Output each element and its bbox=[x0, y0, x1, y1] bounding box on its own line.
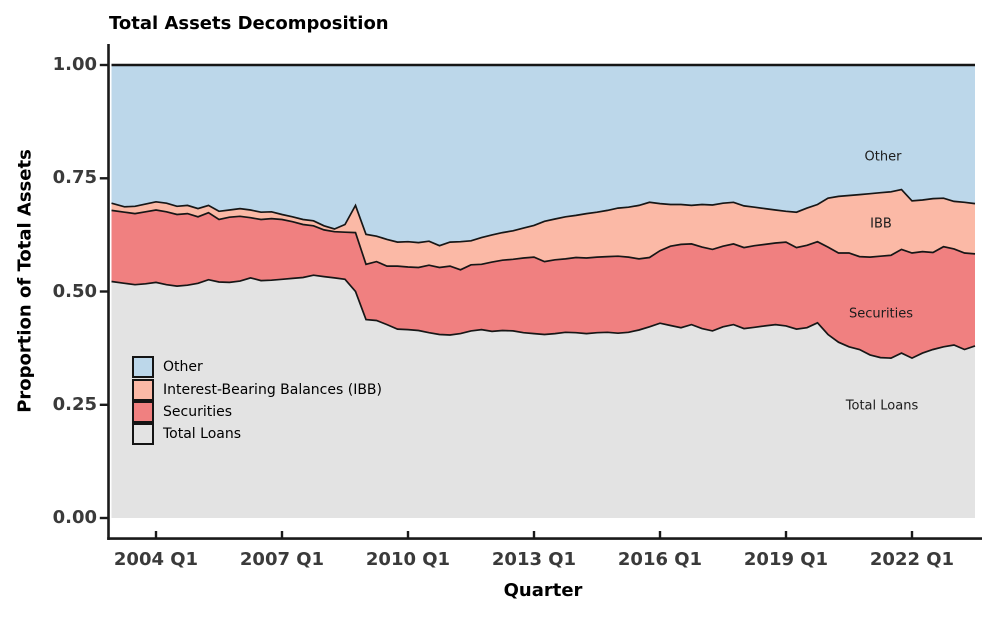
legend-label: Interest-Bearing Balances (IBB) bbox=[163, 381, 382, 398]
annotation-ibb: IBB bbox=[870, 216, 892, 232]
x-axis-label: Quarter bbox=[503, 580, 583, 601]
y-tick-label: 0.00 bbox=[52, 507, 97, 528]
legend: Other Interest-Bearing Balances (IBB) Secu… bbox=[132, 356, 382, 446]
legend-item: Interest-Bearing Balances (IBB) bbox=[132, 378, 382, 401]
annotation-securities: Securities bbox=[848, 306, 914, 322]
x-tick-label: 2004 Q1 bbox=[113, 549, 199, 570]
legend-item: Securities bbox=[132, 400, 382, 423]
legend-label: Other bbox=[163, 359, 203, 376]
area-other bbox=[111, 65, 975, 246]
annotation-other: Other bbox=[864, 149, 902, 165]
legend-item: Other bbox=[132, 356, 382, 379]
y-tick-label: 1.00 bbox=[52, 54, 97, 75]
legend-swatch-total-loans bbox=[132, 423, 154, 446]
area-securities bbox=[111, 210, 975, 359]
x-tick-label: 2010 Q1 bbox=[365, 549, 451, 570]
line-total-loans-top bbox=[111, 274, 976, 360]
x-tick-label: 2013 Q1 bbox=[491, 549, 577, 570]
area-ibb bbox=[111, 189, 975, 270]
legend-label: Total Loans bbox=[163, 426, 242, 443]
annotation-total-loans: Total Loans bbox=[845, 398, 919, 414]
chart-title: Total Assets Decomposition bbox=[109, 13, 389, 34]
legend-swatch-other bbox=[132, 356, 154, 379]
x-tick-label: 2022 Q1 bbox=[869, 549, 955, 570]
legend-swatch-interest-bearing-balances-ibb bbox=[132, 378, 154, 401]
x-tick-label: 2019 Q1 bbox=[743, 549, 829, 570]
y-tick-label: 0.50 bbox=[52, 280, 97, 302]
x-tick-label: 2016 Q1 bbox=[617, 549, 703, 570]
y-tick-label: 0.25 bbox=[52, 393, 97, 415]
legend-swatch-securities bbox=[132, 400, 154, 423]
legend-label: Securities bbox=[163, 403, 233, 420]
legend-item: Total Loans bbox=[132, 423, 382, 446]
x-tick-label: 2007 Q1 bbox=[239, 549, 325, 570]
line-securities-top bbox=[111, 209, 976, 271]
y-tick-label: 0.75 bbox=[52, 167, 97, 189]
area-total-loans bbox=[111, 275, 975, 518]
line-ibb-top bbox=[111, 188, 976, 247]
